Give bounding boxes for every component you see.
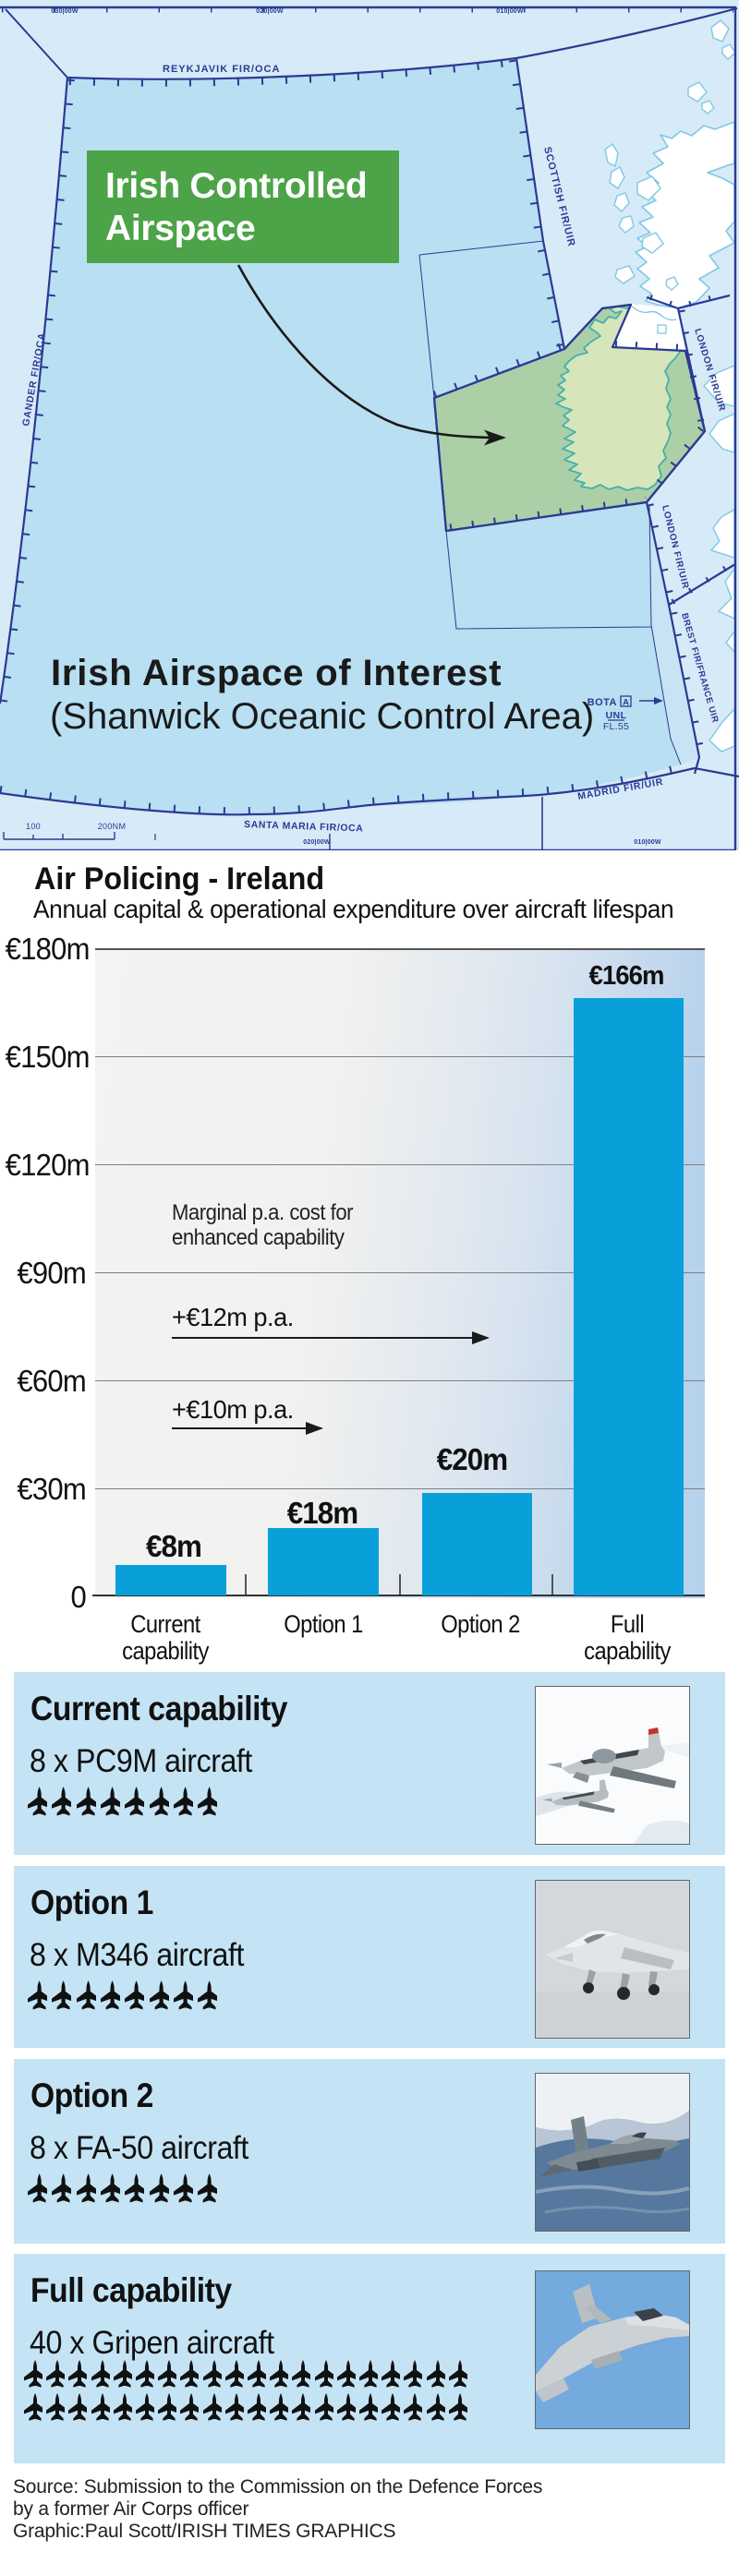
svg-text:A: A <box>623 698 629 708</box>
svg-text:BOTA: BOTA <box>588 697 617 708</box>
svg-text:Irish Controlled: Irish Controlled <box>105 166 367 206</box>
svg-text:010|00W: 010|00W <box>634 839 661 846</box>
svg-text:SANTA MARIA FIR/OCA: SANTA MARIA FIR/OCA <box>244 819 364 835</box>
svg-text:100: 100 <box>26 822 41 831</box>
svg-text:020|00W: 020|00W <box>303 839 331 846</box>
svg-text:030|00W: 030|00W <box>51 8 79 15</box>
svg-text:UNL: UNL <box>605 710 626 721</box>
svg-text:010|00W: 010|00W <box>496 8 524 15</box>
svg-text:020|00W: 020|00W <box>256 8 284 15</box>
svg-text:Airspace: Airspace <box>105 209 255 248</box>
svg-text:(Shanwick Oceanic Control Area: (Shanwick Oceanic Control Area) <box>50 696 594 737</box>
svg-text:200NM: 200NM <box>98 822 127 831</box>
svg-text:FL.55: FL.55 <box>603 721 629 732</box>
svg-text:REYKJAVIK FIR/OCA: REYKJAVIK FIR/OCA <box>163 64 280 75</box>
svg-text:Irish Airspace of Interest: Irish Airspace of Interest <box>51 653 502 693</box>
